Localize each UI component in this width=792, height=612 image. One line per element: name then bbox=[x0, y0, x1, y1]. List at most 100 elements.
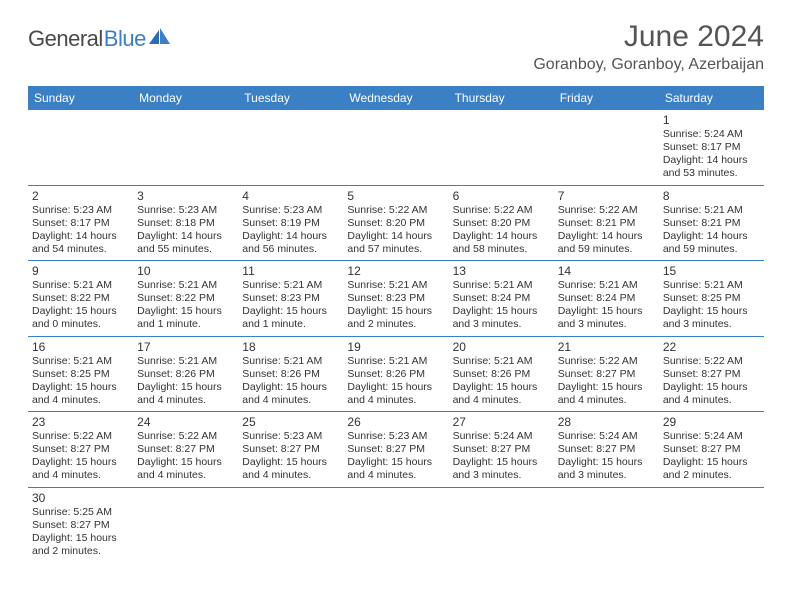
sunset-line: Sunset: 8:26 PM bbox=[137, 368, 234, 381]
daylight-line: Daylight: 14 hours bbox=[663, 230, 760, 243]
brand-part1: General bbox=[28, 26, 103, 52]
day-number: 16 bbox=[32, 340, 129, 354]
day-number: 3 bbox=[137, 189, 234, 203]
calendar-cell-empty bbox=[343, 110, 448, 185]
sunset-line: Sunset: 8:23 PM bbox=[242, 292, 339, 305]
daylight-line: and 56 minutes. bbox=[242, 243, 339, 256]
day-number: 20 bbox=[453, 340, 550, 354]
daylight-line: and 4 minutes. bbox=[242, 394, 339, 407]
daylight-line: Daylight: 15 hours bbox=[453, 456, 550, 469]
daylight-line: and 3 minutes. bbox=[453, 318, 550, 331]
sunrise-line: Sunrise: 5:22 AM bbox=[347, 204, 444, 217]
daylight-line: Daylight: 15 hours bbox=[137, 456, 234, 469]
daylight-line: and 4 minutes. bbox=[137, 469, 234, 482]
sunset-line: Sunset: 8:25 PM bbox=[663, 292, 760, 305]
calendar-cell: 29Sunrise: 5:24 AMSunset: 8:27 PMDayligh… bbox=[659, 412, 764, 488]
sunset-line: Sunset: 8:17 PM bbox=[32, 217, 129, 230]
sunrise-line: Sunrise: 5:21 AM bbox=[453, 279, 550, 292]
sunrise-line: Sunrise: 5:21 AM bbox=[663, 204, 760, 217]
calendar-cell-empty bbox=[554, 110, 659, 185]
calendar-cell: 22Sunrise: 5:22 AMSunset: 8:27 PMDayligh… bbox=[659, 336, 764, 412]
calendar-cell-empty bbox=[343, 487, 448, 562]
calendar-cell: 7Sunrise: 5:22 AMSunset: 8:21 PMDaylight… bbox=[554, 185, 659, 261]
calendar-cell: 25Sunrise: 5:23 AMSunset: 8:27 PMDayligh… bbox=[238, 412, 343, 488]
sunset-line: Sunset: 8:24 PM bbox=[558, 292, 655, 305]
calendar-cell: 20Sunrise: 5:21 AMSunset: 8:26 PMDayligh… bbox=[449, 336, 554, 412]
daylight-line: and 4 minutes. bbox=[453, 394, 550, 407]
day-number: 29 bbox=[663, 415, 760, 429]
sunset-line: Sunset: 8:27 PM bbox=[558, 443, 655, 456]
day-header: Tuesday bbox=[238, 86, 343, 110]
day-number: 7 bbox=[558, 189, 655, 203]
calendar-cell-empty bbox=[659, 487, 764, 562]
sunset-line: Sunset: 8:25 PM bbox=[32, 368, 129, 381]
sunset-line: Sunset: 8:27 PM bbox=[32, 519, 129, 532]
calendar-week: 30Sunrise: 5:25 AMSunset: 8:27 PMDayligh… bbox=[28, 487, 764, 562]
daylight-line: and 1 minute. bbox=[242, 318, 339, 331]
sunset-line: Sunset: 8:22 PM bbox=[32, 292, 129, 305]
sunrise-line: Sunrise: 5:22 AM bbox=[137, 430, 234, 443]
sunset-line: Sunset: 8:27 PM bbox=[663, 368, 760, 381]
brand-logo: General Blue bbox=[28, 20, 171, 52]
daylight-line: and 4 minutes. bbox=[558, 394, 655, 407]
day-header: Friday bbox=[554, 86, 659, 110]
sunset-line: Sunset: 8:27 PM bbox=[347, 443, 444, 456]
day-number: 13 bbox=[453, 264, 550, 278]
calendar-cell: 23Sunrise: 5:22 AMSunset: 8:27 PMDayligh… bbox=[28, 412, 133, 488]
sunrise-line: Sunrise: 5:22 AM bbox=[453, 204, 550, 217]
sunset-line: Sunset: 8:27 PM bbox=[558, 368, 655, 381]
sunset-line: Sunset: 8:27 PM bbox=[242, 443, 339, 456]
daylight-line: Daylight: 15 hours bbox=[453, 305, 550, 318]
day-number: 27 bbox=[453, 415, 550, 429]
sunset-line: Sunset: 8:26 PM bbox=[242, 368, 339, 381]
daylight-line: and 2 minutes. bbox=[32, 545, 129, 558]
sunrise-line: Sunrise: 5:21 AM bbox=[242, 355, 339, 368]
day-number: 23 bbox=[32, 415, 129, 429]
sunrise-line: Sunrise: 5:23 AM bbox=[347, 430, 444, 443]
daylight-line: and 4 minutes. bbox=[347, 394, 444, 407]
sunrise-line: Sunrise: 5:24 AM bbox=[663, 430, 760, 443]
calendar-cell: 1Sunrise: 5:24 AMSunset: 8:17 PMDaylight… bbox=[659, 110, 764, 185]
calendar-cell: 30Sunrise: 5:25 AMSunset: 8:27 PMDayligh… bbox=[28, 487, 133, 562]
location-subtitle: Goranboy, Goranboy, Azerbaijan bbox=[533, 56, 764, 74]
sunset-line: Sunset: 8:19 PM bbox=[242, 217, 339, 230]
day-number: 4 bbox=[242, 189, 339, 203]
sunrise-line: Sunrise: 5:24 AM bbox=[453, 430, 550, 443]
sunrise-line: Sunrise: 5:21 AM bbox=[32, 279, 129, 292]
sunset-line: Sunset: 8:24 PM bbox=[453, 292, 550, 305]
calendar-cell: 13Sunrise: 5:21 AMSunset: 8:24 PMDayligh… bbox=[449, 261, 554, 337]
sunrise-line: Sunrise: 5:22 AM bbox=[558, 355, 655, 368]
calendar-cell-empty bbox=[238, 110, 343, 185]
calendar-week: 2Sunrise: 5:23 AMSunset: 8:17 PMDaylight… bbox=[28, 185, 764, 261]
daylight-line: and 4 minutes. bbox=[32, 394, 129, 407]
daylight-line: Daylight: 15 hours bbox=[663, 381, 760, 394]
daylight-line: and 4 minutes. bbox=[137, 394, 234, 407]
calendar-week: 9Sunrise: 5:21 AMSunset: 8:22 PMDaylight… bbox=[28, 261, 764, 337]
calendar-week: 1Sunrise: 5:24 AMSunset: 8:17 PMDaylight… bbox=[28, 110, 764, 185]
sunrise-line: Sunrise: 5:23 AM bbox=[242, 204, 339, 217]
day-number: 17 bbox=[137, 340, 234, 354]
day-header: Sunday bbox=[28, 86, 133, 110]
sunset-line: Sunset: 8:27 PM bbox=[663, 443, 760, 456]
sunset-line: Sunset: 8:17 PM bbox=[663, 141, 760, 154]
daylight-line: and 59 minutes. bbox=[663, 243, 760, 256]
calendar-cell: 18Sunrise: 5:21 AMSunset: 8:26 PMDayligh… bbox=[238, 336, 343, 412]
page-header: General Blue June 2024 Goranboy, Goranbo… bbox=[28, 20, 764, 74]
sunrise-line: Sunrise: 5:23 AM bbox=[242, 430, 339, 443]
sunset-line: Sunset: 8:27 PM bbox=[32, 443, 129, 456]
day-number: 10 bbox=[137, 264, 234, 278]
day-header: Wednesday bbox=[343, 86, 448, 110]
day-number: 8 bbox=[663, 189, 760, 203]
calendar-cell: 27Sunrise: 5:24 AMSunset: 8:27 PMDayligh… bbox=[449, 412, 554, 488]
calendar-cell-empty bbox=[133, 110, 238, 185]
sunset-line: Sunset: 8:26 PM bbox=[347, 368, 444, 381]
daylight-line: and 4 minutes. bbox=[32, 469, 129, 482]
sunset-line: Sunset: 8:27 PM bbox=[453, 443, 550, 456]
daylight-line: and 59 minutes. bbox=[558, 243, 655, 256]
sunrise-line: Sunrise: 5:21 AM bbox=[453, 355, 550, 368]
daylight-line: Daylight: 15 hours bbox=[242, 305, 339, 318]
daylight-line: Daylight: 14 hours bbox=[453, 230, 550, 243]
daylight-line: Daylight: 14 hours bbox=[347, 230, 444, 243]
day-number: 30 bbox=[32, 491, 129, 505]
daylight-line: and 3 minutes. bbox=[453, 469, 550, 482]
